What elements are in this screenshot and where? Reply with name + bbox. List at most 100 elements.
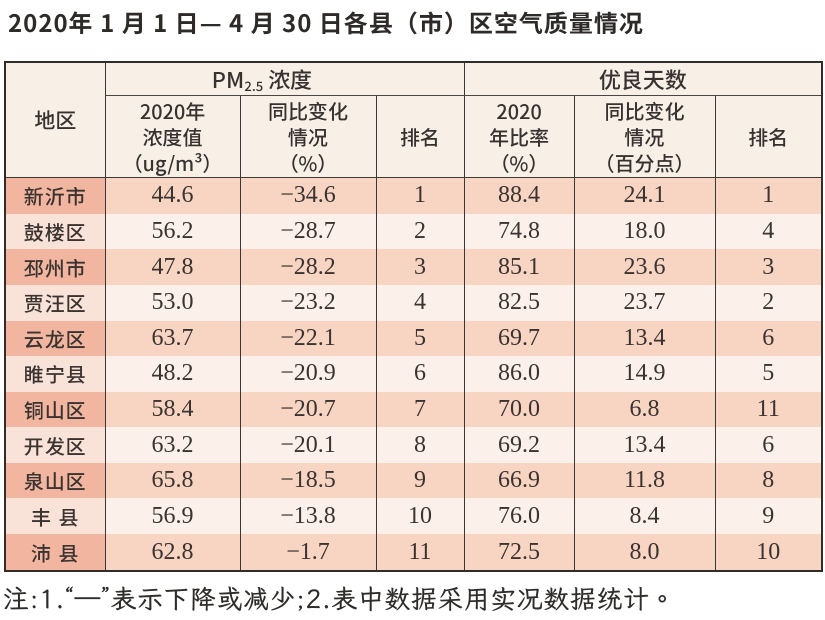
pm-value-cell: 62.8 [104, 534, 241, 571]
table-row: 泉山区 65.8 −18.5 9 66.9 11.8 8 [4, 462, 823, 499]
pm-change-cell: −1.7 [239, 534, 377, 571]
pm-value-cell: 58.4 [104, 391, 241, 428]
region-cell: 泉山区 [4, 462, 106, 499]
region-cell: 邳州市 [4, 249, 106, 285]
pm-change-cell: −28.7 [239, 213, 377, 250]
air-quality-table: 地区 PM2.5 浓度 优良天数 2020年 浓度值 （ug/m³） 同比变化 情… [4, 61, 824, 572]
good-ratio-cell: 69.2 [463, 427, 575, 463]
group-header-pm25: PM2.5 浓度 [104, 62, 465, 96]
good-change-cell: 14.9 [573, 356, 716, 392]
col-header-pm-value: 2020年 浓度值 （ug/m³） [104, 95, 241, 178]
footnote: 注:1.“—”表示下降或减少;2.表中数据采用实况数据统计。 [3, 582, 676, 616]
good-change-cell: 23.6 [573, 249, 716, 285]
good-change-cell: 23.7 [573, 284, 716, 321]
table-row: 睢宁县 48.2 −20.9 6 86.0 14.9 5 [4, 356, 823, 392]
pm-change-cell: −20.1 [239, 427, 377, 463]
pm-change-cell: −18.5 [239, 462, 377, 499]
region-cell: 云龙区 [4, 320, 106, 357]
region-cell: 鼓楼区 [4, 213, 106, 250]
pm-value-cell: 63.2 [104, 427, 241, 463]
good-rank-cell: 4 [714, 213, 823, 250]
pm-value-cell: 56.9 [104, 498, 241, 535]
pm-value-cell: 56.2 [104, 213, 241, 250]
pm-rank-cell: 9 [375, 462, 465, 499]
good-rank-cell: 8 [714, 462, 823, 499]
good-rank-cell: 10 [714, 534, 823, 571]
region-cell: 丰 县 [4, 498, 106, 535]
good-rank-cell: 3 [714, 249, 823, 285]
good-rank-cell: 1 [714, 177, 823, 214]
pm25-label-prefix: PM [211, 63, 245, 95]
good-ratio-cell: 69.7 [463, 320, 575, 357]
pm-rank-cell: 7 [375, 391, 465, 428]
col-header-pm-change: 同比变化 情况 （%） [239, 95, 377, 178]
pm-change-cell: −34.6 [239, 177, 377, 214]
pm-value-cell: 48.2 [104, 356, 241, 392]
pm-rank-cell: 3 [375, 249, 465, 285]
table-row: 云龙区 63.7 −22.1 5 69.7 13.4 6 [4, 320, 823, 357]
table-row: 邳州市 47.8 −28.2 3 85.1 23.6 3 [4, 249, 823, 285]
pm-rank-cell: 4 [375, 284, 465, 321]
pm25-label-sub: 2.5 [244, 76, 264, 95]
table-row: 贾汪区 53.0 −23.2 4 82.5 23.7 2 [4, 284, 823, 321]
pm-change-cell: −22.1 [239, 320, 377, 357]
table-row: 丰 县 56.9 −13.8 10 76.0 8.4 9 [4, 498, 823, 535]
pm-change-cell: −13.8 [239, 498, 377, 535]
good-rank-cell: 2 [714, 284, 823, 321]
col-header-good-ratio: 2020 年比率 （%） [463, 95, 575, 178]
col-header-good-rank: 排名 [714, 95, 823, 178]
table-row: 新沂市 44.6 −34.6 1 88.4 24.1 1 [4, 177, 823, 214]
table-row: 沛 县 62.8 −1.7 11 72.5 8.0 10 [4, 534, 823, 571]
page-title: 2020年 1 月 1 日— 4 月 30 日各县（市）区空气质量情况 [8, 4, 644, 39]
good-change-cell: 13.4 [573, 427, 716, 463]
pm-value-cell: 47.8 [104, 249, 241, 285]
col-header-good-change: 同比变化 情况 （百分点） [573, 95, 716, 178]
col-header-pm-rank: 排名 [375, 95, 465, 178]
good-ratio-cell: 66.9 [463, 462, 575, 499]
pm-change-cell: −28.2 [239, 249, 377, 285]
pm-change-cell: −20.9 [239, 356, 377, 392]
table-row: 开发区 63.2 −20.1 8 69.2 13.4 6 [4, 427, 823, 463]
column-header-row: 2020年 浓度值 （ug/m³） 同比变化 情况 （%） 排名 2020 年比… [5, 95, 823, 178]
good-change-cell: 6.8 [573, 391, 716, 428]
pm-rank-cell: 6 [375, 356, 465, 392]
good-rank-cell: 9 [714, 498, 823, 535]
good-rank-cell: 6 [714, 427, 823, 463]
region-cell: 新沂市 [4, 177, 106, 214]
pm-rank-cell: 2 [375, 213, 465, 250]
pm-change-cell: −20.7 [239, 391, 377, 428]
good-rank-cell: 11 [714, 391, 823, 428]
group-header-good-days: 优良天数 [463, 62, 823, 96]
region-cell: 贾汪区 [4, 284, 106, 321]
good-change-cell: 8.0 [573, 534, 716, 571]
good-ratio-cell: 72.5 [463, 534, 575, 571]
pm-rank-cell: 1 [375, 177, 465, 214]
pm-rank-cell: 8 [375, 427, 465, 463]
table-row: 铜山区 58.4 −20.7 7 70.0 6.8 11 [4, 391, 823, 428]
pm-rank-cell: 11 [375, 534, 465, 571]
group-header-row: 地区 PM2.5 浓度 优良天数 [4, 62, 823, 178]
pm-value-cell: 44.6 [104, 177, 241, 214]
good-change-cell: 24.1 [573, 177, 716, 214]
pm-value-cell: 53.0 [104, 284, 241, 321]
good-change-cell: 11.8 [573, 462, 716, 499]
corner-header-region: 地区 [4, 62, 106, 178]
good-ratio-cell: 70.0 [463, 391, 575, 428]
good-rank-cell: 6 [714, 320, 823, 357]
table-row: 鼓楼区 56.2 −28.7 2 74.8 18.0 4 [4, 213, 823, 250]
region-cell: 铜山区 [4, 391, 106, 428]
region-cell: 睢宁县 [4, 356, 106, 392]
region-cell: 沛 县 [4, 534, 106, 571]
region-cell: 开发区 [4, 427, 106, 463]
pm-rank-cell: 5 [375, 320, 465, 357]
pm25-label-suffix: 浓度 [268, 63, 313, 95]
good-ratio-cell: 88.4 [463, 177, 575, 214]
good-change-cell: 13.4 [573, 320, 716, 357]
pm-change-cell: −23.2 [239, 284, 377, 321]
good-ratio-cell: 82.5 [463, 284, 575, 321]
pm-rank-cell: 10 [375, 498, 465, 535]
good-change-cell: 8.4 [573, 498, 716, 535]
good-ratio-cell: 85.1 [463, 249, 575, 285]
pm-value-cell: 65.8 [104, 462, 241, 499]
